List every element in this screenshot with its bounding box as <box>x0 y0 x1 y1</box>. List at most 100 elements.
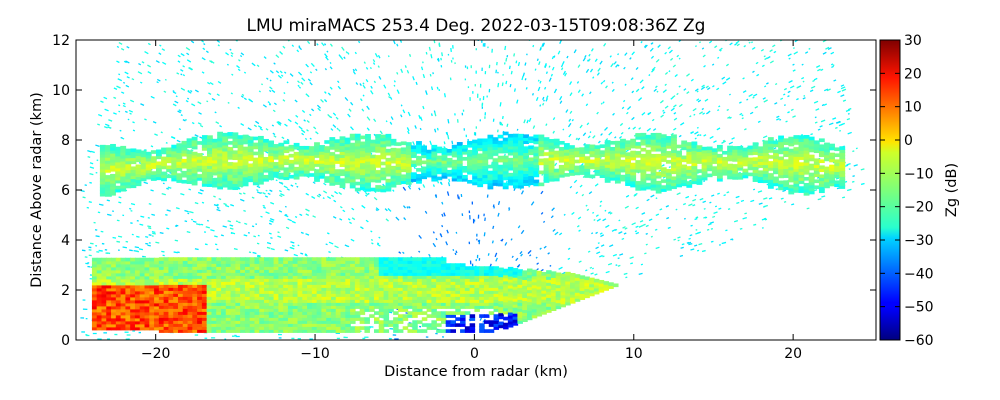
noise-streak <box>640 41 643 44</box>
noise-streak <box>326 50 329 53</box>
noise-streak <box>609 55 612 58</box>
noise-streak <box>344 244 349 247</box>
precip-cell <box>139 281 146 286</box>
cloud-cell <box>813 170 820 175</box>
noise-streak <box>393 80 396 83</box>
precip-cell <box>221 302 227 306</box>
noise-streak <box>622 226 626 229</box>
noise-streak <box>365 78 369 83</box>
precip-cell <box>206 296 213 300</box>
noise-streak <box>852 150 855 153</box>
noise-streak <box>129 249 133 252</box>
cloud-cell <box>390 165 397 170</box>
cloud-cell <box>105 181 111 185</box>
cloud-cell <box>161 156 167 161</box>
cloud-cell <box>528 157 535 162</box>
cloud-cell <box>400 168 407 173</box>
precip-cell <box>206 308 213 312</box>
cloud-cell <box>507 157 514 162</box>
noise-streak <box>815 108 820 111</box>
precip-cell <box>216 299 222 303</box>
cloud-cell <box>349 163 356 168</box>
noise-streak <box>604 209 607 212</box>
cloud-cell <box>431 168 438 173</box>
cloud-cell <box>502 170 509 175</box>
cloud-cell <box>722 150 728 155</box>
cloud-cell <box>161 159 167 164</box>
precip-cell <box>230 266 237 270</box>
cloud-cell <box>400 165 407 170</box>
cloud-cell <box>242 155 249 160</box>
noise-streak <box>447 182 451 187</box>
precip-cell <box>120 314 127 319</box>
cloud-cell <box>701 146 708 151</box>
cloud-cell <box>176 164 183 168</box>
precip-cell <box>182 287 189 291</box>
precip-cell <box>173 278 179 282</box>
cloud-cell <box>390 150 397 155</box>
precip-cell <box>154 314 160 319</box>
precip-cell <box>144 263 151 268</box>
cloud-cell <box>798 135 805 139</box>
noise-streak <box>830 63 834 66</box>
precip-cell <box>221 257 227 261</box>
noise-streak <box>443 93 446 98</box>
cloud-cell <box>518 133 524 138</box>
noise-streak <box>103 126 108 129</box>
cloud-cell <box>757 158 764 163</box>
cloud-cell <box>625 161 631 165</box>
precip-cell <box>192 257 198 261</box>
precip-cell <box>235 329 241 333</box>
cloud-cell <box>186 153 193 157</box>
cloud-cell <box>181 158 188 163</box>
precip-cell <box>177 299 184 303</box>
precip-cell <box>249 287 256 291</box>
cloud-cell <box>166 168 173 173</box>
cloud-cell <box>788 166 795 171</box>
plot-area <box>80 40 865 340</box>
cloud-cell <box>716 165 723 170</box>
noise-streak <box>696 126 699 129</box>
noise-streak <box>679 254 684 257</box>
cloud-cell <box>803 152 810 157</box>
noise-streak <box>604 126 608 131</box>
noise-streak <box>407 130 410 135</box>
noise-streak <box>719 49 722 52</box>
noise-streak <box>270 237 273 239</box>
cloud-cell <box>156 161 162 166</box>
cloud-cell <box>359 162 366 167</box>
noise-streak <box>445 241 449 246</box>
cloud-cell <box>732 146 739 150</box>
cloud-cell <box>614 140 621 145</box>
noise-streak <box>542 96 545 101</box>
precip-cell <box>182 329 189 333</box>
cloud-cell <box>365 167 371 171</box>
precip-cell <box>173 269 179 273</box>
noise-streak <box>664 51 668 55</box>
noise-streak <box>422 73 426 79</box>
noise-streak <box>635 66 639 70</box>
precip-cell <box>211 272 217 276</box>
precip-cell <box>192 260 198 264</box>
noise-streak <box>108 119 113 122</box>
precip-cell <box>201 278 208 282</box>
cloud-cell <box>268 155 275 160</box>
noise-streak <box>177 54 181 58</box>
cloud-cell <box>640 138 647 143</box>
precip-cell <box>106 272 112 277</box>
precip-cell <box>235 296 241 300</box>
precip-cell <box>101 266 107 271</box>
cloud-cell <box>584 159 591 163</box>
precip-cell <box>115 302 122 307</box>
precip-cell <box>221 290 227 294</box>
cloud-cell <box>747 145 754 150</box>
noise-streak <box>312 215 316 218</box>
precip-cell <box>115 260 122 265</box>
noise-streak <box>430 54 433 59</box>
noise-streak <box>552 117 556 121</box>
cloud-cell <box>359 168 366 173</box>
noise-streak <box>676 192 681 196</box>
cloud-cell <box>518 151 524 156</box>
precip-cell <box>130 302 136 307</box>
precip-cell <box>139 263 146 268</box>
